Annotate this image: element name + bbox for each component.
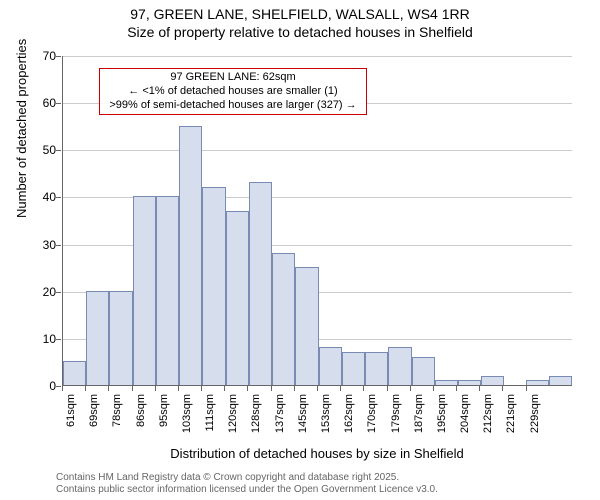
y-tick-mark bbox=[56, 339, 61, 340]
histogram-bar bbox=[63, 361, 86, 385]
y-tick-mark bbox=[56, 56, 61, 57]
x-tick-label: 69sqm bbox=[88, 394, 100, 427]
x-tick-label: 187sqm bbox=[413, 394, 425, 433]
histogram-bar bbox=[481, 376, 504, 385]
x-tick-mark bbox=[62, 386, 63, 391]
histogram-bar bbox=[526, 380, 549, 385]
x-tick-mark bbox=[526, 386, 527, 391]
x-tick-label: 221sqm bbox=[505, 394, 517, 433]
x-tick-label: 179sqm bbox=[390, 394, 402, 433]
chart-title-block: 97, GREEN LANE, SHELFIELD, WALSALL, WS4 … bbox=[0, 0, 600, 41]
y-tick-label: 20 bbox=[43, 285, 56, 299]
y-axis-label: Number of detached properties bbox=[14, 39, 29, 218]
chart-area: Number of detached properties 0102030405… bbox=[32, 48, 584, 446]
chart-title-line1: 97, GREEN LANE, SHELFIELD, WALSALL, WS4 … bbox=[0, 6, 600, 24]
x-tick-label: 153sqm bbox=[320, 394, 332, 433]
x-tick-mark bbox=[85, 386, 86, 391]
x-tick-mark bbox=[456, 386, 457, 391]
callout-line3: >99% of semi-detached houses are larger … bbox=[104, 99, 362, 113]
histogram-bar bbox=[365, 352, 388, 385]
histogram-bar bbox=[133, 196, 156, 385]
y-tick-label: 70 bbox=[43, 49, 56, 63]
plot-region: 97 GREEN LANE: 62sqm ← <1% of detached h… bbox=[62, 56, 572, 386]
x-tick-mark bbox=[433, 386, 434, 391]
callout-box: 97 GREEN LANE: 62sqm ← <1% of detached h… bbox=[99, 68, 367, 115]
x-tick-mark bbox=[317, 386, 318, 391]
y-tick-mark bbox=[56, 245, 61, 246]
histogram-bar bbox=[179, 126, 202, 385]
histogram-bar bbox=[272, 253, 295, 385]
histogram-bar bbox=[388, 347, 411, 385]
y-tick-mark bbox=[56, 292, 61, 293]
histogram-bar bbox=[458, 380, 481, 385]
x-tick-mark bbox=[502, 386, 503, 391]
x-tick-label: 204sqm bbox=[459, 394, 471, 433]
x-tick-mark bbox=[155, 386, 156, 391]
x-tick-label: 86sqm bbox=[135, 394, 147, 427]
x-tick-mark bbox=[387, 386, 388, 391]
y-tick-label: 40 bbox=[43, 190, 56, 204]
x-tick-label: 162sqm bbox=[343, 394, 355, 433]
histogram-bar bbox=[412, 357, 435, 385]
x-tick-mark bbox=[247, 386, 248, 391]
histogram-bar bbox=[202, 187, 225, 385]
y-tick-mark bbox=[56, 386, 61, 387]
x-tick-label: 111sqm bbox=[204, 394, 216, 432]
y-tick-mark bbox=[56, 197, 61, 198]
x-tick-mark bbox=[108, 386, 109, 391]
x-axis-ticks: 61sqm 69sqm 78sqm 86sqm 95sqm 103sqm 111sqm 120… bbox=[62, 386, 572, 446]
x-tick-label: 95sqm bbox=[158, 394, 170, 427]
histogram-bar bbox=[249, 182, 272, 385]
footer-line2: Contains public sector information licen… bbox=[56, 484, 438, 496]
x-tick-mark bbox=[224, 386, 225, 391]
histogram-bar bbox=[86, 291, 109, 385]
x-tick-mark bbox=[340, 386, 341, 391]
histogram-bar bbox=[295, 267, 318, 385]
histogram-bar bbox=[549, 376, 572, 385]
x-tick-mark bbox=[271, 386, 272, 391]
x-tick-label: 128sqm bbox=[250, 394, 262, 433]
x-tick-mark bbox=[132, 386, 133, 391]
x-tick-label: 103sqm bbox=[181, 394, 193, 433]
histogram-bar bbox=[435, 380, 458, 385]
chart-title-line2: Size of property relative to detached ho… bbox=[0, 24, 600, 42]
y-tick-label: 50 bbox=[43, 143, 56, 157]
histogram-bar bbox=[319, 347, 342, 385]
footer-line1: Contains HM Land Registry data © Crown c… bbox=[56, 472, 438, 484]
callout-line2: ← <1% of detached houses are smaller (1) bbox=[104, 85, 362, 99]
x-tick-mark bbox=[201, 386, 202, 391]
histogram-bar bbox=[226, 211, 249, 385]
y-tick-label: 60 bbox=[43, 96, 56, 110]
x-tick-label: 78sqm bbox=[111, 394, 123, 427]
y-tick-mark bbox=[56, 150, 61, 151]
x-tick-mark bbox=[178, 386, 179, 391]
callout-line1: 97 GREEN LANE: 62sqm bbox=[104, 71, 362, 85]
y-axis-ticks: 010203040506070 bbox=[32, 56, 60, 386]
x-tick-mark bbox=[363, 386, 364, 391]
x-tick-label: 145sqm bbox=[297, 394, 309, 433]
x-tick-label: 137sqm bbox=[274, 394, 286, 433]
histogram-bar bbox=[156, 196, 179, 385]
x-tick-label: 212sqm bbox=[482, 394, 494, 433]
x-tick-label: 170sqm bbox=[366, 394, 378, 433]
y-tick-label: 0 bbox=[49, 379, 56, 393]
attribution-footer: Contains HM Land Registry data © Crown c… bbox=[56, 472, 438, 496]
y-tick-label: 10 bbox=[43, 332, 56, 346]
x-tick-label: 195sqm bbox=[436, 394, 448, 433]
x-tick-mark bbox=[294, 386, 295, 391]
x-tick-mark bbox=[410, 386, 411, 391]
x-tick-label: 120sqm bbox=[227, 394, 239, 433]
y-tick-label: 30 bbox=[43, 238, 56, 252]
x-axis-label: Distribution of detached houses by size … bbox=[62, 446, 572, 461]
histogram-bar bbox=[342, 352, 365, 385]
x-tick-label: 61sqm bbox=[65, 394, 77, 427]
y-tick-mark bbox=[56, 103, 61, 104]
x-tick-mark bbox=[479, 386, 480, 391]
x-tick-label: 229sqm bbox=[529, 394, 541, 433]
histogram-bar bbox=[109, 291, 132, 385]
